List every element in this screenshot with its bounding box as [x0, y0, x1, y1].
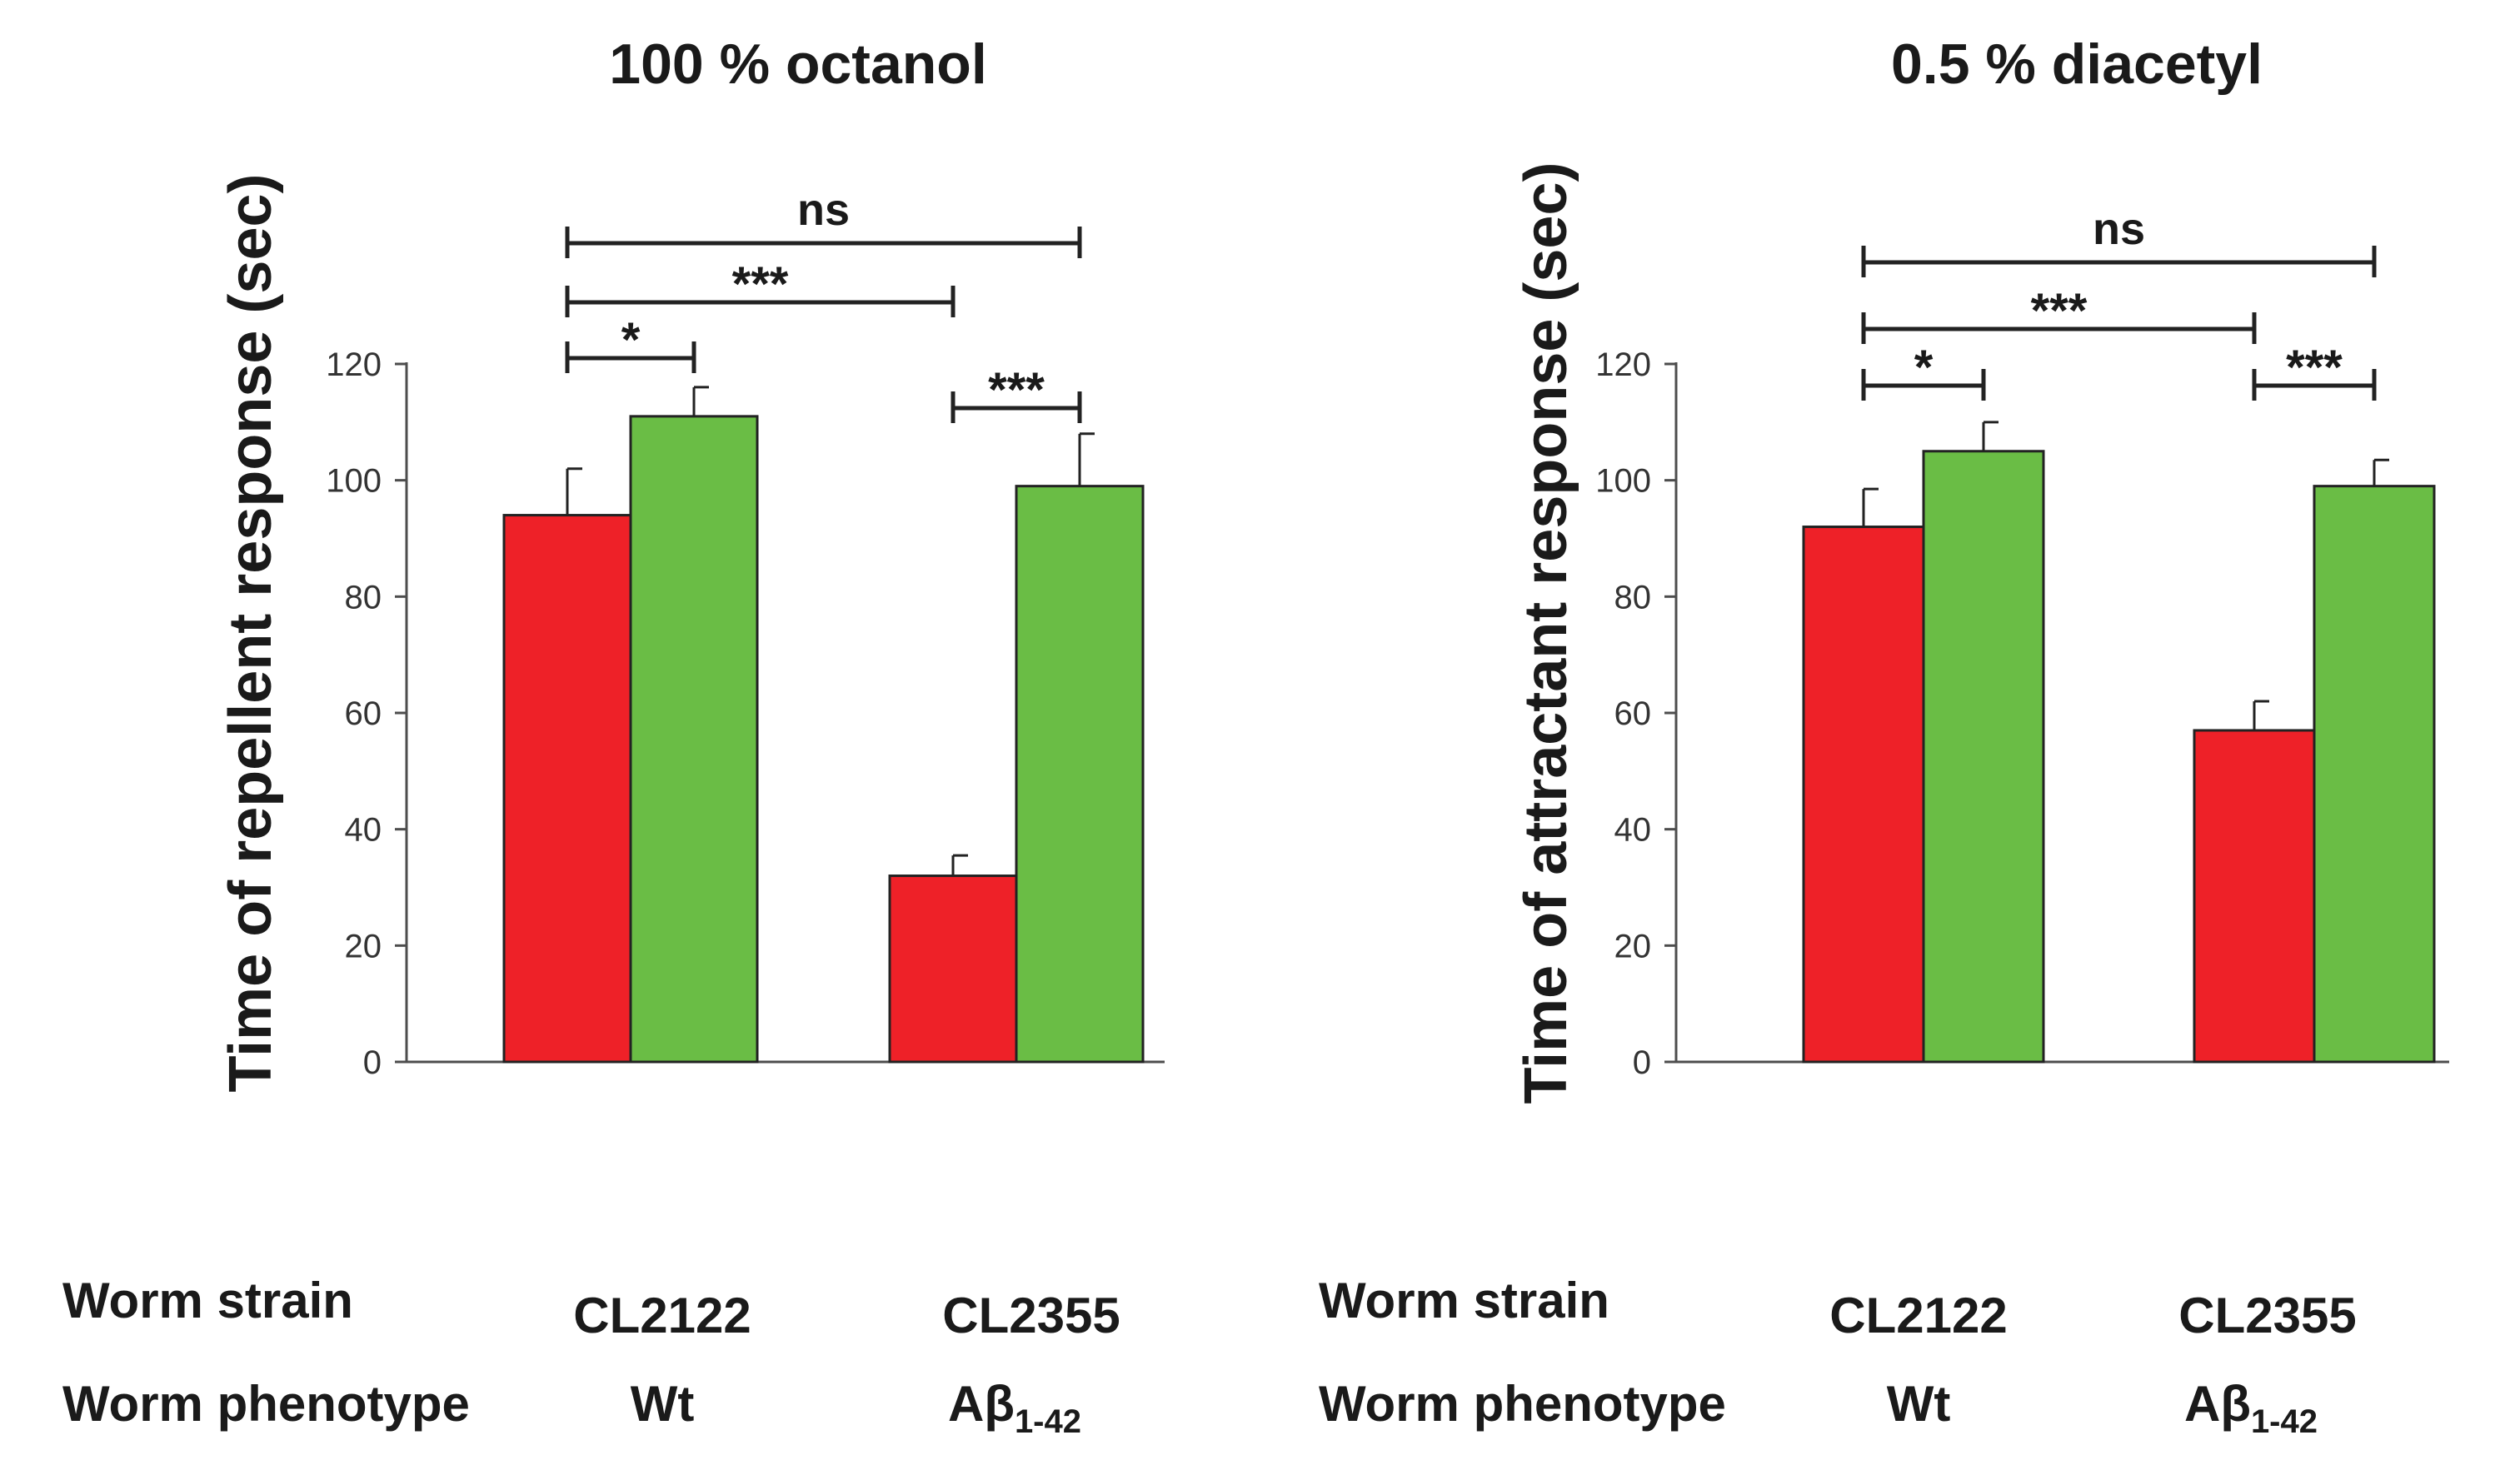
- y-tick-label: 60: [345, 695, 382, 732]
- phenotype-label: Aβ1-42: [2184, 1376, 2318, 1440]
- phenotype-label: Wt: [631, 1376, 695, 1432]
- bar-CL2122-green: [629, 415, 759, 1064]
- chart-title: 0.5 % diacetyl: [1891, 32, 2263, 96]
- row-label-strain: Worm strain: [62, 1273, 353, 1328]
- y-tick-label: 80: [1614, 579, 1652, 615]
- bar-CL2355-green: [2313, 485, 2436, 1064]
- phenotype-label-subscript: 1-42: [1015, 1403, 1081, 1440]
- row-label-phenotype: Worm phenotype: [1319, 1376, 1726, 1432]
- bar-CL2122-green: [1922, 450, 2045, 1064]
- y-axis-label: Time of attractant response (sec): [1513, 162, 1579, 1104]
- y-tick-label: 120: [326, 346, 382, 383]
- chart-panel-octanol: 100 % octanol Time of repellent response …: [62, 32, 1165, 1440]
- phenotype-label: Aβ1-42: [948, 1376, 1081, 1440]
- bar-CL2355-red: [2193, 729, 2316, 1064]
- bar-CL2122-red: [502, 514, 632, 1064]
- strain-label: CL2122: [1829, 1288, 2007, 1343]
- y-tick-label: 100: [1595, 463, 1651, 500]
- row-label-phenotype: Worm phenotype: [62, 1376, 470, 1432]
- significance-label: ***: [2286, 341, 2343, 395]
- bar-CL2355-red: [888, 875, 1018, 1064]
- y-tick-label: 100: [326, 463, 382, 500]
- y-tick-label: 0: [1633, 1044, 1651, 1081]
- y-tick-label: 40: [1614, 812, 1652, 849]
- row-label-strain: Worm strain: [1319, 1273, 1609, 1328]
- chart-title: 100 % octanol: [609, 32, 987, 96]
- significance-label: ns: [2093, 204, 2145, 254]
- phenotype-label-subscript: 1-42: [2251, 1403, 2318, 1440]
- phenotype-label-base: Aβ: [2184, 1376, 2251, 1432]
- significance-label: ***: [2031, 284, 2088, 338]
- y-tick-label: 20: [345, 928, 382, 964]
- phenotype-label-base: Aβ: [948, 1376, 1015, 1432]
- y-tick-label: 60: [1614, 695, 1652, 732]
- y-tick-label: 40: [345, 812, 382, 849]
- y-tick-label: 80: [345, 579, 382, 615]
- significance-label: ***: [988, 363, 1045, 417]
- chart-panel-diacetyl: 0.5 % diacetyl Time of attractant respons…: [1319, 32, 2449, 1440]
- significance-label: ***: [732, 257, 789, 311]
- phenotype-label: Wt: [1887, 1376, 1951, 1432]
- y-tick-label: 0: [363, 1044, 382, 1081]
- strain-label: CL2355: [2178, 1288, 2356, 1343]
- significance-label: *: [1914, 341, 1934, 395]
- y-tick-label: 120: [1595, 346, 1651, 383]
- strain-label: CL2122: [573, 1288, 751, 1343]
- y-axis-label: Time of repellent response (sec): [217, 173, 284, 1092]
- strain-label: CL2355: [942, 1288, 1120, 1343]
- bar-CL2355-green: [1015, 485, 1145, 1064]
- significance-label: *: [621, 313, 641, 367]
- significance-label: ns: [797, 185, 850, 235]
- y-tick-label: 20: [1614, 928, 1652, 964]
- bar-CL2122-red: [1802, 526, 1925, 1064]
